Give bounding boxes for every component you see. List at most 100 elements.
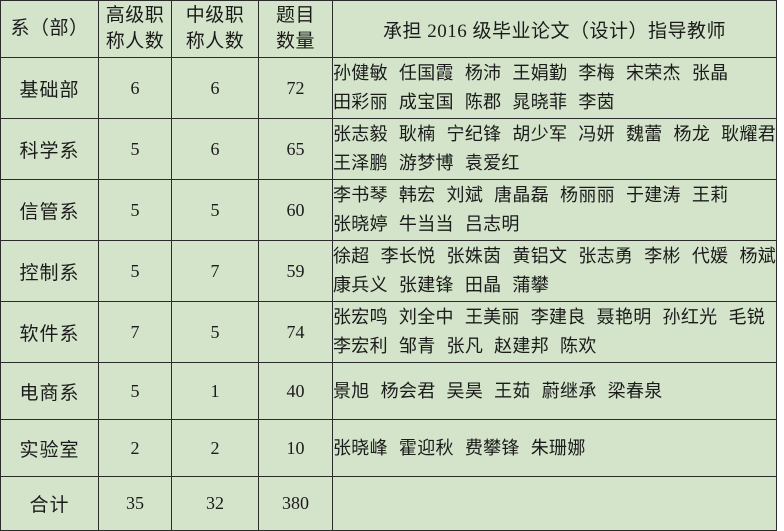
teacher-name: 牛当当	[398, 214, 454, 234]
cell-advising-teachers: 张晓峰 霍迎秋 费攀锋 朱珊娜	[332, 419, 777, 477]
cell-senior-count: 5	[98, 118, 172, 180]
cell-mid-count: 5	[171, 301, 259, 363]
cell-senior-count: 5	[98, 179, 172, 241]
teacher-name: 宋荣杰	[625, 63, 681, 83]
teacher-name: 任国霞	[398, 63, 454, 83]
teacher-name-line: 王泽鹏 游梦博 袁爱红	[334, 149, 776, 178]
teacher-name: 田彩丽	[333, 92, 388, 112]
teacher-name: 邹青	[398, 336, 436, 356]
teacher-name: 赵建邦	[494, 336, 550, 356]
teacher-name: 李建良	[530, 307, 586, 327]
table-row: 软件系 7 5 74 张宏鸣 刘全中 王美丽 李建良 聂艳明 孙红光 毛锐 李宏利 邹青 张凡 赵建邦 陈欢	[0, 301, 777, 363]
table-row: 科学系 5 6 65 张志毅 耿楠 宁纪锋 胡少军 冯妍 魏蕾 杨龙 耿耀君 王泽鹏 游梦博 袁爱红	[0, 118, 777, 180]
teacher-name: 张志勇	[578, 246, 634, 266]
teacher-name: 宁纪锋	[446, 124, 502, 144]
teacher-name: 李长悦	[380, 246, 436, 266]
teacher-name-line: 张志毅 耿楠 宁纪锋 胡少军 冯妍 魏蕾 杨龙 耿耀君	[334, 120, 777, 149]
cell-mid-count: 5	[171, 179, 259, 241]
cell-topics-count: 74	[258, 301, 333, 363]
cell-total-senior: 35	[98, 476, 172, 531]
teacher-name: 张晓婷	[333, 214, 388, 234]
teacher-name: 杨丽丽	[560, 185, 615, 205]
teacher-name: 韩宏	[398, 185, 436, 205]
teacher-name: 徐超	[333, 246, 370, 266]
teacher-name: 李宏利	[333, 336, 388, 356]
teacher-name: 于建涛	[625, 185, 681, 205]
table-row: 实验室 2 2 10 张晓峰 霍迎秋 费攀锋 朱珊娜	[0, 419, 777, 477]
cell-department: 控制系	[0, 240, 99, 302]
cell-mid-count: 6	[171, 118, 259, 180]
cell-total-teachers	[332, 476, 777, 531]
teacher-name: 蔚继承	[541, 381, 597, 401]
teacher-name: 唐晶磊	[494, 185, 550, 205]
teacher-name: 吕志明	[464, 214, 520, 234]
cell-topics-count: 40	[258, 362, 333, 420]
cell-mid-count: 1	[171, 362, 259, 420]
table-row: 电商系 5 1 40 景旭 杨会君 吴昊 王茹 蔚继承 梁春泉	[0, 362, 777, 420]
teacher-name: 魏蕾	[625, 124, 663, 144]
cell-mid-count: 6	[171, 57, 259, 119]
teacher-name: 杨沛	[464, 63, 502, 83]
column-header-topic-line-1: 题目	[275, 5, 315, 26]
header-row: 系（部） 高级职 称人数 中级职 称人数 题目 数量 承担 2016 级毕业论文…	[0, 0, 777, 58]
teacher-name: 刘斌	[446, 185, 484, 205]
cell-total-topics: 380	[258, 476, 333, 531]
teacher-name: 景旭	[333, 381, 370, 401]
teacher-name: 张姝茵	[446, 246, 502, 266]
teacher-name: 费攀锋	[464, 438, 520, 458]
teacher-name-line: 景旭 杨会君 吴昊 王茹 蔚继承 梁春泉	[333, 378, 776, 404]
table-row: 信管系 5 5 60 李书琴 韩宏 刘斌 唐晶磊 杨丽丽 于建涛 王莉 张晓婷 牛当当 吕志明	[0, 179, 777, 241]
teacher-name: 王娟勤	[512, 63, 568, 83]
column-header-senior-title-count: 高级职 称人数	[98, 0, 172, 58]
teacher-name: 张宏鸣	[333, 307, 388, 327]
cell-senior-count: 7	[98, 301, 172, 363]
teacher-name: 杨会君	[380, 381, 436, 401]
teacher-name: 游梦博	[398, 153, 454, 173]
cell-senior-count: 6	[98, 57, 172, 119]
teacher-name: 康兵义	[333, 275, 388, 295]
cell-topics-count: 10	[258, 419, 333, 477]
cell-advising-teachers: 张宏鸣 刘全中 王美丽 李建良 聂艳明 孙红光 毛锐 李宏利 邹青 张凡 赵建邦 陈欢	[332, 301, 777, 363]
teacher-name: 张凡	[446, 336, 484, 356]
teacher-name: 黄铝文	[512, 246, 568, 266]
table-total-row: 合计 35 32 380	[0, 476, 777, 531]
cell-mid-count: 7	[171, 240, 259, 302]
cell-department: 基础部	[0, 57, 99, 119]
cell-topics-count: 72	[258, 57, 333, 119]
teacher-name: 王莉	[691, 185, 729, 205]
teacher-name: 王美丽	[464, 307, 520, 327]
teacher-name: 聂艳明	[596, 307, 652, 327]
teacher-name: 冯妍	[578, 124, 615, 144]
teacher-name: 李彬	[644, 246, 681, 266]
table-body: 基础部 6 6 72 孙健敏 任国霞 杨沛 王娟勤 李梅 宋荣杰 张晶 田彩丽 成宝国 陈郡 晁晓菲 李茵 科学…	[0, 57, 777, 531]
teacher-name: 张晶	[691, 63, 729, 83]
column-header-advising-teachers: 承担 2016 级毕业论文（设计）指导教师	[332, 0, 777, 58]
teacher-name-line: 张宏鸣 刘全中 王美丽 李建良 聂艳明 孙红光 毛锐	[333, 303, 776, 332]
column-header-topic-count: 题目 数量	[258, 0, 333, 58]
teacher-name: 胡少军	[512, 124, 568, 144]
cell-senior-count: 5	[98, 362, 172, 420]
column-header-department: 系（部）	[0, 0, 99, 58]
teacher-name: 王茹	[494, 381, 531, 401]
teacher-name-line: 徐超 李长悦 张姝茵 黄铝文 张志勇 李彬 代媛 杨斌	[333, 242, 776, 271]
column-header-mid-title-count: 中级职 称人数	[171, 0, 259, 58]
teacher-name: 袁爱红	[464, 153, 520, 173]
cell-mid-count: 2	[171, 419, 259, 477]
teacher-name: 耿耀君	[721, 124, 777, 144]
cell-department: 电商系	[0, 362, 99, 420]
teacher-name: 陈郡	[464, 92, 502, 112]
table-row: 控制系 5 7 59 徐超 李长悦 张姝茵 黄铝文 张志勇 李彬 代媛 杨斌 康兵义 张建锋 田晶 蒲攀	[0, 240, 777, 302]
teacher-name: 毛锐	[728, 307, 766, 327]
cell-department: 实验室	[0, 419, 99, 477]
cell-advising-teachers: 张志毅 耿楠 宁纪锋 胡少军 冯妍 魏蕾 杨龙 耿耀君 王泽鹏 游梦博 袁爱红	[332, 118, 777, 180]
cell-topics-count: 65	[258, 118, 333, 180]
cell-advising-teachers: 景旭 杨会君 吴昊 王茹 蔚继承 梁春泉	[332, 362, 777, 420]
teacher-name: 张晓峰	[333, 438, 388, 458]
cell-department: 科学系	[0, 118, 99, 180]
cell-advising-teachers: 徐超 李长悦 张姝茵 黄铝文 张志勇 李彬 代媛 杨斌 康兵义 张建锋 田晶 蒲攀	[332, 240, 777, 302]
teacher-name-line: 李宏利 邹青 张凡 赵建邦 陈欢	[333, 332, 776, 361]
column-header-mid-line-2: 称人数	[185, 31, 245, 52]
cell-total-mid: 32	[171, 476, 259, 531]
